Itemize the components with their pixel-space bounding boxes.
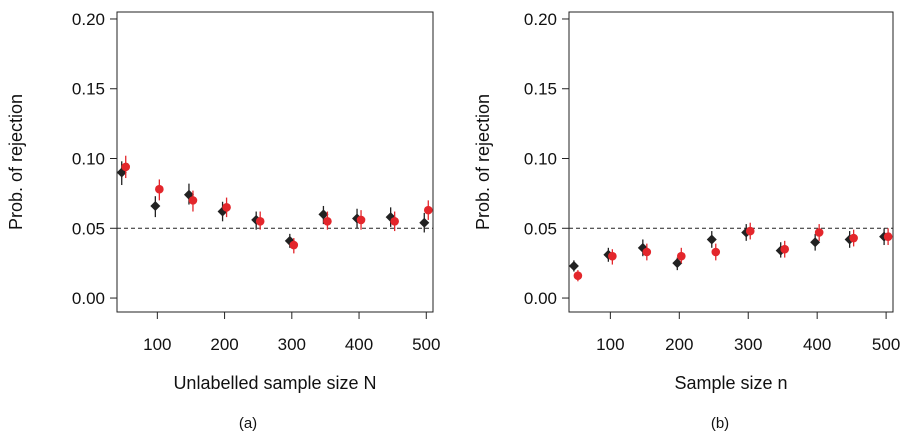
y-tick-label: 0.15 [524,80,557,99]
point-circle [188,196,198,205]
y-tick-label: 0.05 [72,219,105,238]
x-axis-label: Unlabelled sample size N [173,373,376,393]
x-tick-label: 400 [803,335,831,354]
panel-label: (b) [711,415,729,432]
point-diamond [150,200,161,211]
y-tick-label: 0.10 [72,150,105,169]
point-diamond [318,209,329,220]
y-tick-label: 0.10 [524,150,557,169]
point-circle [423,205,433,215]
point-circle [323,217,332,226]
point-circle [745,226,755,236]
panel-label: (a) [239,415,257,432]
point-circle [849,233,858,243]
point-circle [883,232,893,241]
point-circle [390,217,399,226]
y-tick-label: 0.00 [524,289,557,308]
y-tick-label: 0.20 [72,10,105,29]
y-tick-label: 0.05 [524,219,557,238]
point-diamond [419,217,430,228]
y-tick-label: 0.20 [524,10,557,29]
point-diamond [810,237,821,248]
x-tick-label: 200 [210,335,238,354]
point-circle [356,215,366,225]
x-tick-label: 300 [278,335,306,354]
point-diamond [672,258,683,269]
x-tick-label: 100 [143,335,171,354]
y-tick-label: 0.00 [72,289,105,308]
point-circle [608,251,617,261]
point-circle [222,203,231,212]
point-circle [155,184,164,194]
point-circle [255,217,265,226]
x-axis-label: Sample size n [674,373,787,393]
plot-frame [568,11,894,313]
point-circle [814,228,824,237]
x-tick-label: 200 [665,335,693,354]
point-diamond [706,234,717,245]
point-diamond [568,260,579,271]
y-axis-label: Prob. of rejection [6,94,26,230]
x-tick-label: 500 [412,335,440,354]
y-tick-label: 0.15 [72,80,105,99]
point-circle [676,251,686,261]
point-circle [121,162,131,172]
point-circle [711,247,721,257]
point-circle [573,271,583,281]
x-tick-label: 500 [872,335,900,354]
plot-frame [116,11,434,313]
point-circle [780,244,790,254]
x-tick-label: 300 [734,335,762,354]
x-tick-label: 400 [345,335,373,354]
x-tick-label: 100 [596,335,624,354]
point-circle [289,240,299,250]
y-axis-label: Prob. of rejection [473,94,493,230]
panel-a: 0.00 0.05 0.10 0.15 0.20 100 200 300 400 500 Unlab… [6,10,440,432]
panel-b: 0.00 0.05 0.10 0.15 0.20 100 200 300 400 500 Sampl… [473,10,900,432]
point-circle [642,247,652,257]
